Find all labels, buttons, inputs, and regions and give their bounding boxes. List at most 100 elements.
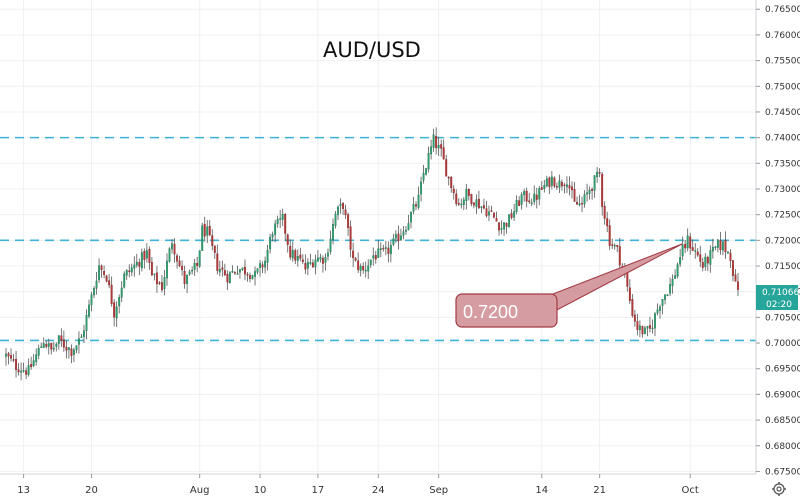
candle-body [98,265,101,281]
candle-body [460,203,463,206]
candle-body [118,297,121,307]
y-tick-label: 0.73500 [765,159,800,169]
candle-body [412,203,415,212]
candle-body [545,178,548,187]
price-tag-box [756,285,798,298]
candle-body [203,224,206,237]
candle-body [716,239,719,248]
candle-body [596,171,599,178]
candle-body [684,243,687,249]
candle-body [601,173,604,207]
candle-body [148,249,151,263]
callout-box [455,293,558,328]
candle-body [558,180,561,188]
candle-body [321,258,324,264]
candle-body [166,260,168,279]
candle-body [161,282,163,291]
candle-body [603,206,606,219]
candle-body [548,177,551,188]
candle-body [22,370,25,372]
settings-gear-icon[interactable] [772,482,786,496]
candle-body [233,271,236,274]
candle-body [734,274,737,282]
candle-body [135,261,138,266]
candle-body [359,265,362,271]
candle-body [133,264,136,269]
price-tag-value: 0.71066 [762,288,799,298]
candle-body [138,262,141,267]
candle-body [465,189,468,202]
candle-body [311,262,314,268]
candle-body [221,267,224,270]
y-tick-label: 0.72000 [765,236,800,246]
candle-body [568,185,571,189]
candle-body [103,271,106,275]
candle-body [306,262,309,269]
candle-body [206,226,209,236]
candle-body [42,343,45,348]
candle-body [538,188,541,200]
candle-body [67,347,70,351]
candle-body [140,252,143,269]
candle-body [301,259,304,262]
candle-body [586,192,589,195]
candle-body [696,251,699,256]
candle-body [689,236,692,249]
current-price-tag: 0.71066 02:20 [756,285,799,310]
candle-body [513,211,516,218]
candle-body [565,184,568,188]
candle-body [581,202,583,205]
candle-body [681,244,684,257]
candle-body [399,235,402,241]
candle-body [661,299,664,306]
candle-body [437,144,440,149]
candle-body [709,250,712,265]
candle-body [699,254,702,262]
candle-body [274,223,277,235]
x-tick-label: 21 [593,485,606,496]
candle-body [304,263,307,270]
candle-body [445,159,448,177]
candle-body [88,304,90,317]
candle-body [674,275,677,279]
candle-body [264,260,267,268]
candle-body [714,246,717,248]
candle-body [435,136,438,149]
candle-body [485,208,488,217]
candle-body [631,299,634,316]
candle-body [261,264,264,268]
candle-body [706,256,709,264]
candle-body [60,335,63,341]
candle-body [52,347,55,350]
candle-body [57,335,60,344]
candle-body [176,255,179,262]
candle-body [7,353,10,357]
candle-body [155,272,158,285]
candle-body [550,176,553,186]
candle-body [364,269,367,272]
candle-body [490,210,493,212]
candle-body [422,172,425,181]
candle-body [679,257,682,265]
y-tick-label: 0.75500 [765,57,800,67]
candle-body [349,226,352,250]
candle-body [384,247,387,249]
chart-title: AUD/USD [323,38,421,62]
candle-body [518,200,521,206]
candle-body [193,263,196,270]
candle-body [30,364,33,368]
candle-body [691,247,694,251]
price-callout: 0.7200 [455,243,683,328]
candle-body [281,213,284,220]
candle-body [726,251,729,254]
candle-body [525,190,528,202]
candle-body [543,185,546,189]
candle-body [17,369,20,373]
candle-body [113,302,116,318]
candle-body [440,144,443,149]
candle-body [410,212,412,223]
candle-body [32,360,35,367]
candle-body [719,240,722,251]
candle-body [649,325,651,329]
